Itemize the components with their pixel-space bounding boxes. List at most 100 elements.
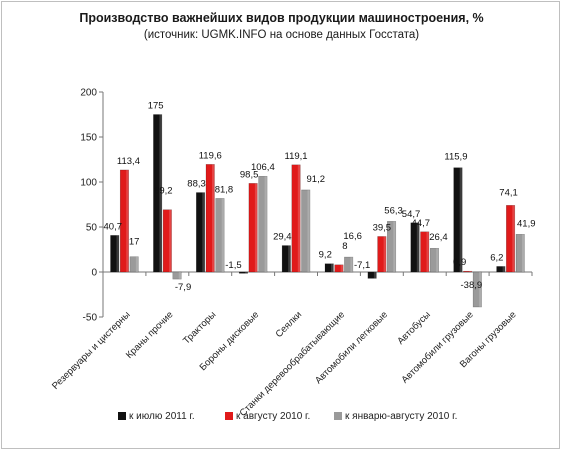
bar [453, 167, 463, 273]
bar-highlight [202, 192, 205, 272]
bar [387, 221, 397, 273]
bar [506, 205, 516, 273]
y-tick-label: 0 [91, 268, 97, 279]
bar [215, 198, 225, 273]
data-label: 0,9 [453, 257, 466, 268]
bar-highlight [459, 167, 463, 272]
bar [119, 169, 129, 273]
data-label: 81,8 [215, 184, 234, 195]
data-label: 115,9 [444, 152, 467, 163]
bar [377, 236, 387, 273]
bar-highlight [212, 164, 215, 272]
bar [172, 271, 182, 280]
bar [153, 114, 163, 273]
data-label: 17 [129, 237, 140, 248]
data-label: 175 [148, 101, 164, 112]
legend-swatch [118, 412, 126, 421]
data-label: 106,4 [251, 162, 275, 173]
bar [515, 234, 525, 273]
bar [238, 271, 248, 274]
bar [248, 183, 258, 273]
category-label: Автобусы [395, 309, 433, 347]
legend-item: к июлю 2011 г. [118, 411, 195, 422]
bar-highlight [373, 272, 377, 279]
category-label: Автомобили грузовые [400, 309, 476, 385]
bar-highlight [159, 114, 162, 272]
data-label: -1,5 [225, 260, 241, 271]
bar-highlight [169, 209, 172, 272]
bar-highlight [116, 235, 119, 272]
data-label: 119,1 [285, 151, 308, 162]
data-label: 69,2 [154, 186, 173, 197]
bar-highlight [393, 221, 396, 272]
data-label: 8 [342, 241, 347, 252]
bar-highlight [264, 176, 268, 272]
data-label: 26,4 [429, 232, 448, 243]
bar-highlight [502, 266, 506, 272]
data-label: 56,3 [384, 205, 403, 216]
bar-highlight [350, 257, 353, 272]
legend: к июлю 2011 г. к августу 2010 г. к январю-… [0, 411, 563, 425]
bar-highlight [469, 271, 472, 272]
bar-highlight [331, 263, 334, 272]
bar-highlight [479, 272, 482, 308]
bar-highlight [297, 164, 301, 272]
data-label: 98,5 [240, 169, 259, 180]
bar-highlight [245, 272, 248, 274]
legend-label: к июлю 2011 г. [129, 411, 195, 422]
bar [344, 256, 354, 273]
data-label: 16,6 [343, 231, 362, 242]
data-label: 9,2 [319, 250, 332, 261]
bar-highlight [254, 183, 258, 272]
bar [205, 164, 215, 273]
category-label: Сеялки [274, 309, 305, 340]
legend-label: к январю-августу 2010 г. [345, 411, 458, 422]
bar-highlight [436, 248, 439, 272]
bar [496, 266, 506, 273]
bar-highlight [340, 264, 344, 272]
bar [129, 256, 139, 273]
bar-highlight [383, 236, 387, 272]
data-label: 113,4 [117, 156, 140, 167]
legend-swatch [225, 412, 233, 421]
data-label: 6,2 [490, 252, 503, 263]
bar [334, 264, 344, 273]
chart-title: Производство важнейших видов продукции м… [79, 11, 484, 25]
bar [196, 192, 206, 273]
y-tick-label: 200 [80, 88, 97, 99]
data-label: 88,3 [187, 179, 206, 190]
legend-item: к январю-августу 2010 г. [334, 411, 457, 422]
bar-highlight [426, 231, 429, 272]
bar [110, 235, 120, 273]
bar-highlight [512, 205, 515, 272]
data-label: 74,1 [499, 187, 518, 198]
bar-highlight [221, 198, 225, 272]
y-tick-label: 150 [80, 133, 97, 144]
category-label: Автомобили легковые [313, 309, 390, 386]
bar [258, 175, 268, 273]
bar-highlight [126, 169, 129, 272]
bar-highlight [288, 245, 291, 272]
data-label: 119,6 [199, 150, 222, 161]
bar [324, 263, 334, 273]
bar [281, 245, 291, 273]
data-label: 40,7 [104, 221, 123, 232]
bar [429, 247, 439, 273]
data-label: -7,9 [175, 282, 191, 293]
data-label: -38,9 [461, 280, 483, 291]
legend-swatch [334, 412, 342, 421]
category-label: Тракторы [181, 309, 218, 346]
chart-subtitle: (источник: UGMK.INFO на основе данных Го… [143, 29, 420, 41]
y-tick-label: 100 [80, 178, 97, 189]
bar [291, 164, 301, 273]
bar [162, 209, 172, 273]
data-label: 39,5 [373, 222, 392, 233]
legend-item: к августу 2010 г. [225, 411, 310, 422]
data-label: 41,9 [517, 218, 536, 229]
bar-highlight [307, 189, 310, 272]
bar-highlight [135, 256, 139, 272]
bar [472, 271, 482, 308]
data-label: 54,7 [402, 209, 421, 220]
legend-label: к августу 2010 г. [236, 411, 311, 422]
